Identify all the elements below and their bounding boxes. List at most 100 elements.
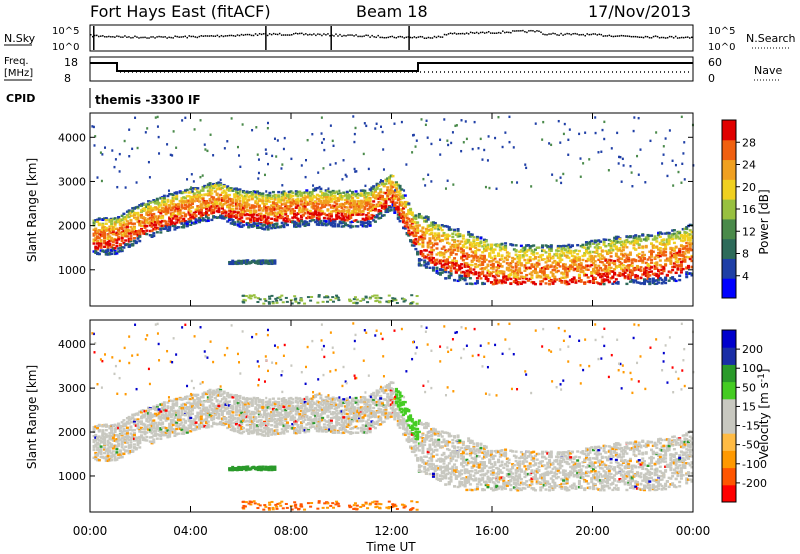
power-cell bbox=[567, 243, 571, 247]
power-cell bbox=[389, 180, 393, 183]
power-cell bbox=[222, 185, 226, 188]
power-cell bbox=[294, 225, 298, 228]
power-cell bbox=[122, 221, 126, 224]
power-cell bbox=[127, 210, 131, 213]
power-cell bbox=[576, 253, 580, 256]
power-cell bbox=[530, 244, 534, 248]
power-cell bbox=[373, 190, 377, 193]
power-cell bbox=[250, 223, 254, 227]
power-cell bbox=[182, 211, 186, 215]
power-cell bbox=[419, 251, 423, 254]
nsky-point bbox=[128, 36, 130, 38]
power-cell bbox=[481, 257, 485, 261]
power-cell bbox=[94, 245, 98, 248]
power-cell bbox=[664, 250, 668, 254]
power-cell bbox=[359, 206, 363, 209]
power-cell bbox=[530, 280, 534, 284]
power-cell bbox=[285, 220, 289, 223]
power-cell bbox=[280, 210, 284, 213]
power-cell bbox=[662, 238, 666, 241]
power-cell bbox=[180, 198, 184, 201]
power-cell bbox=[407, 226, 411, 229]
power-cell bbox=[247, 217, 251, 220]
power-cell bbox=[650, 266, 654, 269]
power-cell bbox=[220, 186, 224, 189]
power-cell bbox=[356, 196, 360, 200]
power-cell bbox=[410, 211, 414, 214]
power-cell bbox=[129, 226, 133, 229]
power-cell bbox=[486, 279, 490, 283]
nsky-point bbox=[136, 36, 138, 38]
power-cell bbox=[486, 269, 490, 272]
power-cell bbox=[424, 220, 428, 223]
power-cell bbox=[428, 237, 432, 240]
power-cell bbox=[317, 208, 321, 212]
nsky-point bbox=[568, 33, 570, 35]
power-cell bbox=[152, 227, 156, 231]
power-cell bbox=[614, 252, 618, 255]
power-cell bbox=[245, 192, 249, 195]
power-cell bbox=[352, 207, 356, 210]
power-cell bbox=[294, 200, 298, 204]
power-noise bbox=[579, 175, 582, 178]
power-cell bbox=[514, 244, 518, 247]
power-cell bbox=[451, 232, 455, 235]
power-cell bbox=[252, 224, 256, 228]
power-cell bbox=[373, 205, 377, 208]
power-cell bbox=[148, 234, 152, 237]
power-cell bbox=[387, 193, 391, 196]
power-cell bbox=[136, 213, 140, 216]
power-cell bbox=[454, 253, 458, 256]
power-cell bbox=[104, 226, 108, 230]
power-cell bbox=[516, 271, 520, 274]
power-cell bbox=[468, 282, 472, 285]
power-cell bbox=[474, 265, 478, 269]
power-cell bbox=[667, 238, 671, 241]
power-cell bbox=[249, 209, 253, 213]
power-cell bbox=[310, 190, 314, 194]
power-cell bbox=[683, 252, 687, 255]
power-cell bbox=[224, 211, 228, 214]
power-cell bbox=[518, 259, 522, 262]
power-cell bbox=[103, 236, 107, 239]
power-cell bbox=[628, 253, 632, 256]
power-cell bbox=[382, 199, 386, 202]
power-cell bbox=[523, 264, 527, 267]
power-cell bbox=[97, 232, 101, 236]
power-cell bbox=[236, 197, 240, 201]
nsky-point bbox=[291, 34, 293, 36]
power-cell bbox=[377, 204, 381, 207]
power-cell bbox=[683, 260, 687, 263]
power-cell bbox=[542, 270, 546, 273]
nave-label: Nave bbox=[754, 64, 782, 77]
power-cell bbox=[449, 267, 453, 270]
power-cell bbox=[423, 219, 427, 223]
power-cell bbox=[331, 210, 335, 213]
power-cell bbox=[227, 212, 231, 216]
power-cell bbox=[236, 223, 240, 226]
power-cell bbox=[220, 198, 224, 202]
nsky-point bbox=[586, 33, 588, 35]
power-cell bbox=[424, 230, 428, 233]
power-cell bbox=[296, 212, 300, 215]
power-cell bbox=[402, 212, 406, 216]
power-cell bbox=[398, 216, 402, 219]
power-cell bbox=[152, 212, 156, 216]
power-cell bbox=[154, 202, 158, 205]
power-cell bbox=[460, 248, 464, 251]
power-cell bbox=[242, 210, 246, 214]
nsky-point bbox=[297, 33, 299, 35]
power-cell bbox=[604, 264, 608, 268]
power-cell bbox=[519, 275, 523, 278]
power-cell bbox=[363, 206, 367, 209]
power-cell bbox=[154, 208, 158, 211]
power-cell bbox=[222, 194, 226, 198]
nsky-point bbox=[321, 34, 323, 37]
power-cell bbox=[481, 251, 485, 254]
power-cell bbox=[249, 220, 253, 224]
nsky-point bbox=[668, 35, 671, 38]
power-cell bbox=[139, 209, 143, 212]
power-cell bbox=[562, 252, 566, 255]
power-cell bbox=[161, 196, 165, 200]
power-cell bbox=[340, 221, 344, 225]
